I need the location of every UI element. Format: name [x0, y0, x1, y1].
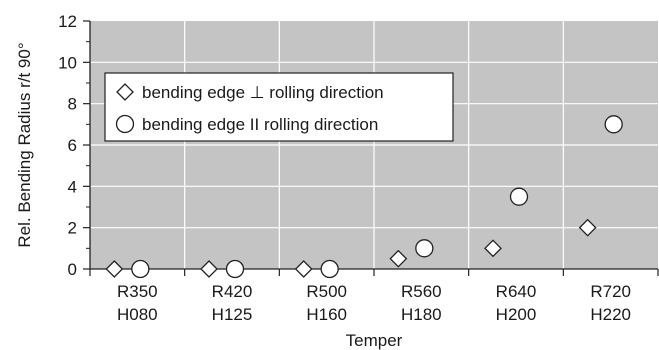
- legend-label-parallel: bending edge II rolling direction: [142, 115, 378, 134]
- diamond-marker: [578, 218, 597, 237]
- legend: bending edge ⊥ rolling direction bending…: [104, 72, 454, 142]
- circle-marker: [131, 259, 150, 279]
- x-tick-label: R560: [401, 282, 442, 301]
- diamond-marker: [389, 249, 408, 268]
- circle-marker: [604, 115, 623, 134]
- x-tick-label: R500: [306, 282, 347, 301]
- x-tick-label: R720: [590, 282, 631, 301]
- x-tick-label: H180: [401, 305, 442, 324]
- legend-circle-icon: [115, 114, 135, 134]
- y-tick-label: 10: [58, 53, 77, 72]
- circle-marker: [509, 187, 529, 206]
- y-axis-title: Rel. Bending Radius r/t 90°: [15, 42, 34, 247]
- y-tick-label: 4: [68, 177, 77, 196]
- x-axis-title: Temper: [346, 331, 403, 350]
- legend-diamond-icon: [116, 83, 134, 101]
- diamond-marker: [200, 260, 218, 278]
- legend-box: [104, 72, 454, 142]
- diamond-marker: [105, 260, 124, 278]
- y-tick-label: 2: [68, 219, 77, 238]
- circle-marker: [320, 259, 339, 279]
- diamond-marker: [294, 260, 313, 278]
- x-tick-label: H080: [117, 305, 158, 324]
- legend-label-perpendicular: bending edge ⊥ rolling direction: [142, 83, 384, 102]
- x-tick-label: H220: [590, 305, 631, 324]
- y-tick-label: 6: [68, 136, 77, 155]
- x-tick-label: R350: [117, 282, 158, 301]
- y-tick-labels: 0 2 4 6 8 10 12: [58, 12, 77, 279]
- x-tick-labels: R350 H080 R420 H125 R500 H160 R560 H180 R640 H200…: [117, 282, 631, 324]
- y-tick-label: 0: [68, 260, 77, 279]
- diamond-marker: [484, 239, 502, 258]
- x-tick-label: R640: [496, 282, 537, 301]
- axes: [83, 20, 659, 276]
- x-tick-label: H200: [496, 305, 537, 324]
- data-markers: [105, 115, 623, 279]
- circle-marker: [225, 259, 245, 279]
- x-tick-label: H160: [306, 305, 347, 324]
- y-tick-label: 12: [58, 12, 77, 31]
- circle-marker: [415, 239, 434, 258]
- y-tick-label: 8: [68, 95, 77, 114]
- x-tick-label: R420: [212, 282, 253, 301]
- x-tick-label: H125: [212, 305, 253, 324]
